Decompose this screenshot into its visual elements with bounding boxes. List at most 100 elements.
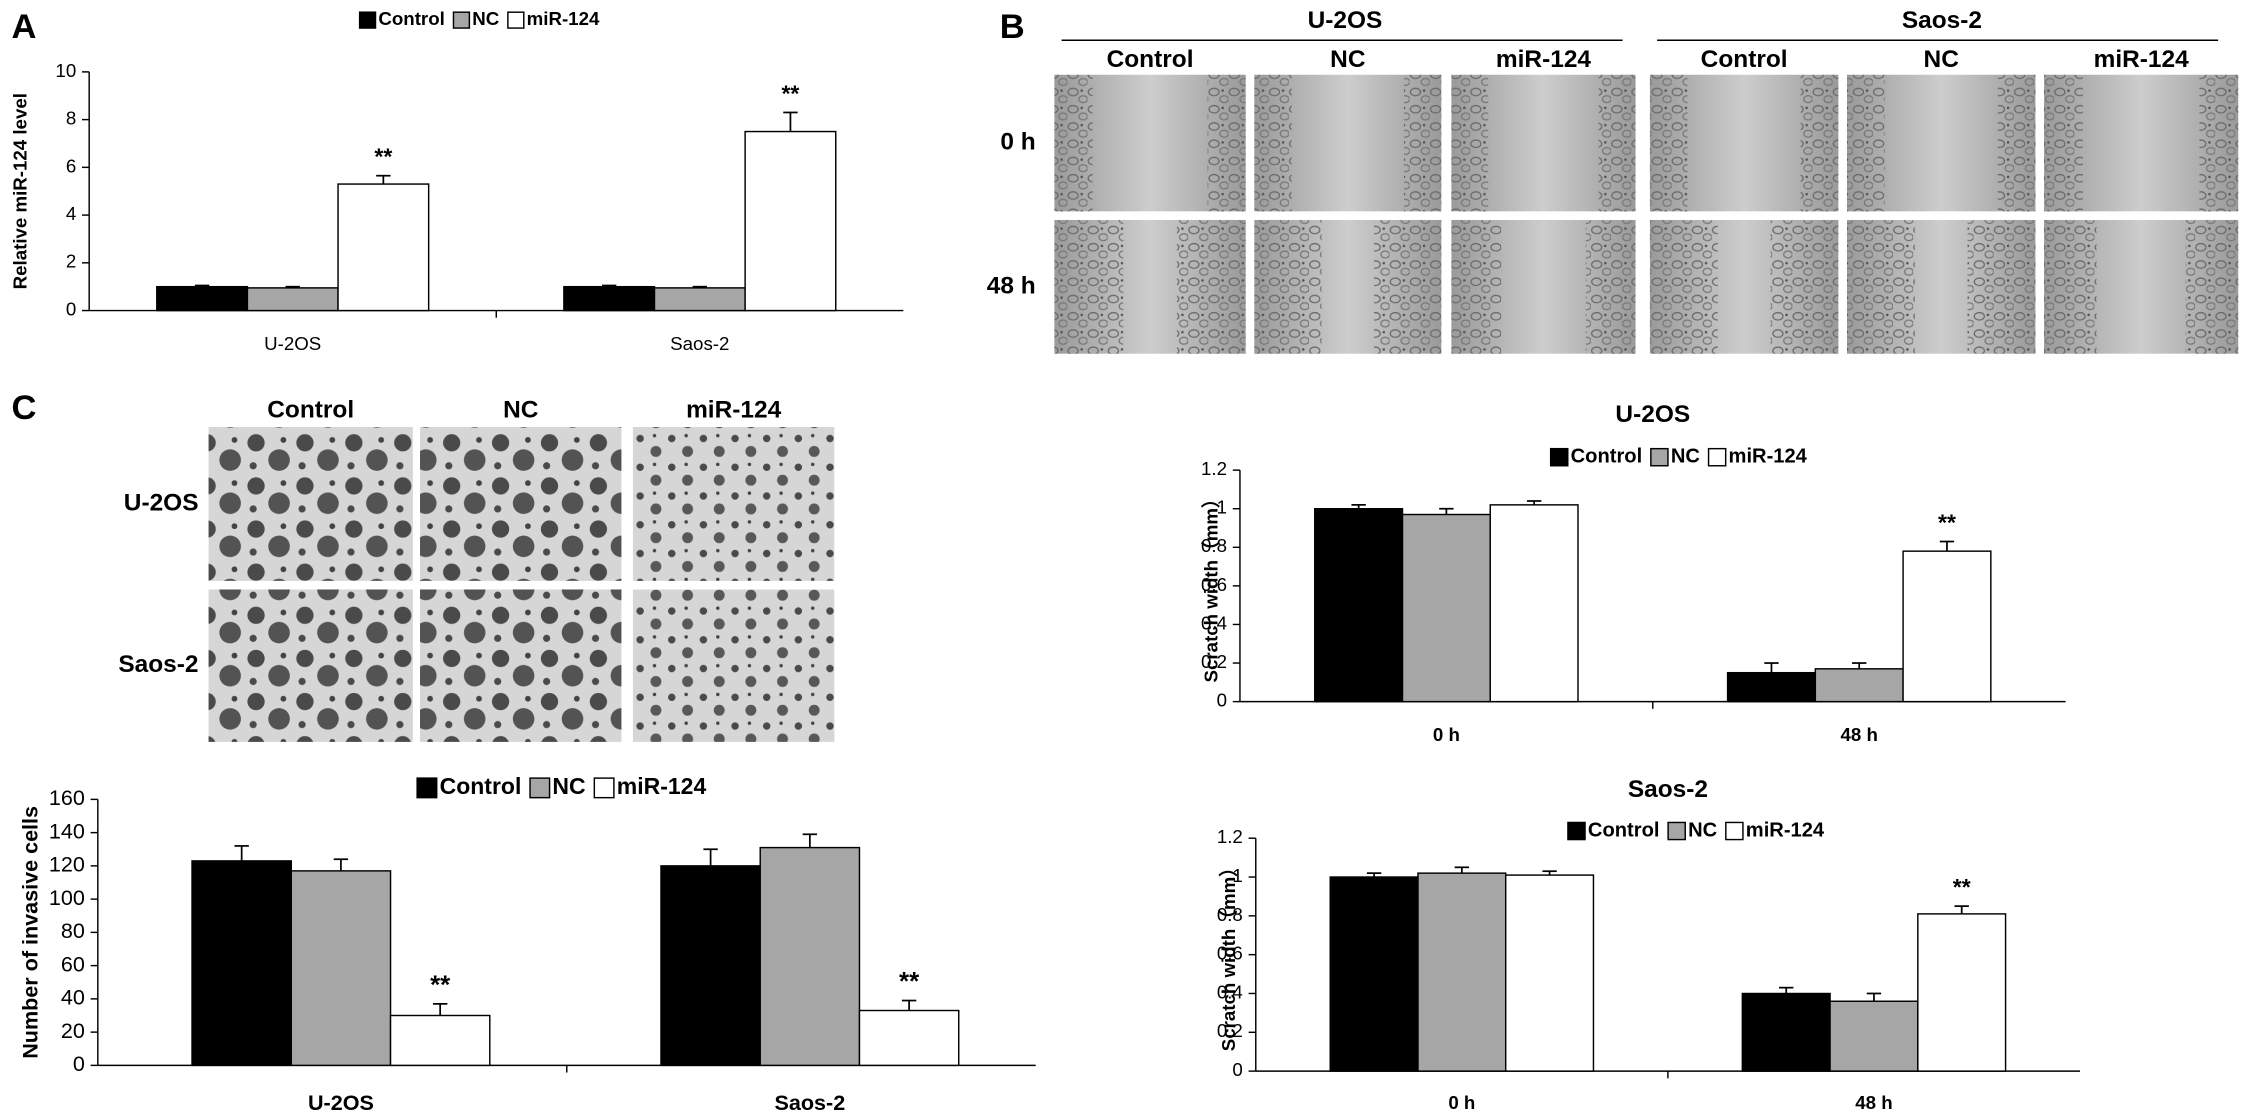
- y-tick-label: 40: [61, 985, 85, 1010]
- x-tick-label: 48 h: [1855, 1092, 1892, 1113]
- bar: [1314, 508, 1404, 703]
- column-label: miR-124: [686, 397, 782, 424]
- y-axis-label: Relative miR-124 level: [10, 93, 31, 289]
- column-label: miR-124: [2094, 46, 2190, 73]
- column-label: miR-124: [1496, 46, 1592, 73]
- cell-layer: [208, 589, 413, 742]
- y-tick-label: 0: [1217, 690, 1227, 711]
- cell-layer: [1585, 219, 1636, 354]
- bar: [744, 130, 837, 312]
- cell-layer: [1846, 219, 1915, 354]
- x-tick-label: U-2OS: [308, 1090, 374, 1115]
- cell-layer: [1649, 219, 1718, 354]
- bar: [1329, 876, 1419, 1072]
- y-tick-label: 0.4: [1201, 612, 1227, 633]
- significance: **: [781, 80, 799, 106]
- y-tick-label: 60: [61, 951, 85, 976]
- chart-title: U-2OS: [1615, 401, 1690, 428]
- bar: [1902, 550, 1992, 703]
- legend-swatch: [416, 777, 438, 799]
- cell-layer: [632, 427, 835, 581]
- y-tick-label: 100: [49, 885, 85, 910]
- bar: [563, 285, 656, 312]
- cell-layer: [1207, 74, 1246, 212]
- y-tick-label: 2: [66, 251, 76, 272]
- significance: **: [1953, 874, 1971, 900]
- y-tick-label: 1.2: [1217, 826, 1243, 847]
- group-header: U-2OS: [1308, 7, 1383, 34]
- y-tick-label: 0.2: [1217, 1020, 1243, 1041]
- cell-layer: [1054, 74, 1093, 212]
- legend-swatch: [1549, 447, 1569, 467]
- cell-layer: [2199, 74, 2239, 212]
- cell-layer: [1598, 74, 1636, 212]
- panel-label: A: [12, 8, 37, 46]
- y-tick-label: 0.6: [1217, 943, 1243, 964]
- column-label: NC: [1924, 46, 1959, 73]
- row-label: Saos-2: [118, 651, 198, 678]
- y-tick-label: 0: [73, 1051, 85, 1076]
- y-axis-label: Number of invasive cells: [17, 806, 42, 1059]
- y-tick-label: 140: [49, 818, 85, 843]
- bar: [1726, 671, 1817, 703]
- cell-layer: [1403, 74, 1442, 212]
- legend-swatch: [1650, 447, 1669, 467]
- legend-label: NC: [1671, 446, 1700, 468]
- column-label: Control: [1701, 46, 1788, 73]
- y-tick-label: 0: [66, 298, 76, 319]
- row-label: 48 h: [987, 272, 1036, 299]
- y-tick-label: 0.6: [1201, 574, 1227, 595]
- bar: [290, 870, 392, 1067]
- cell-layer: [1967, 219, 2036, 354]
- y-tick-label: 6: [66, 155, 76, 176]
- x-tick-label: Saos-2: [774, 1090, 845, 1115]
- y-tick-label: 0.8: [1217, 904, 1243, 925]
- cell-layer: [1254, 219, 1322, 354]
- cell-layer: [2044, 219, 2097, 354]
- y-axis-label: Scratch width（mm）: [1218, 858, 1239, 1051]
- cell-layer: [1451, 74, 1489, 212]
- y-tick-label: 160: [49, 785, 85, 810]
- y-tick-label: 10: [55, 60, 76, 81]
- column-label: NC: [503, 397, 538, 424]
- legend-swatch: [593, 777, 615, 799]
- cell-layer: [1176, 219, 1246, 354]
- bar: [1417, 872, 1507, 1072]
- legend-swatch: [358, 11, 377, 29]
- cell-layer: [1451, 219, 1502, 354]
- significance: **: [899, 968, 920, 996]
- bar: [1401, 513, 1491, 703]
- row-label: 0 h: [1000, 129, 1035, 156]
- column-label: Control: [267, 397, 354, 424]
- y-tick-label: 120: [49, 852, 85, 877]
- legend-label: Control: [1588, 819, 1660, 841]
- cell-layer: [1054, 219, 1124, 354]
- legend-label: miR-124: [1729, 446, 1808, 468]
- bar: [1829, 1000, 1919, 1072]
- y-tick-label: 4: [66, 203, 76, 224]
- significance: **: [430, 971, 451, 999]
- y-tick-label: 20: [61, 1018, 85, 1043]
- y-tick-label: 0: [1232, 1059, 1242, 1080]
- legend-label: NC: [472, 8, 499, 29]
- cell-layer: [1649, 74, 1688, 212]
- legend-label: miR-124: [527, 8, 600, 29]
- row-label: U-2OS: [124, 489, 199, 516]
- bar: [389, 1014, 491, 1067]
- cell-layer: [420, 427, 622, 581]
- y-tick-label: 0.4: [1217, 981, 1243, 1002]
- bar: [660, 865, 761, 1067]
- panel-label: B: [1000, 8, 1025, 46]
- x-tick-label: U-2OS: [264, 333, 321, 354]
- cell-layer: [2044, 74, 2083, 212]
- cell-layer: [1846, 74, 1885, 212]
- column-label: NC: [1330, 46, 1365, 73]
- legend-label: Control: [440, 773, 522, 799]
- legend-swatch: [1667, 821, 1686, 841]
- bar: [653, 287, 746, 312]
- x-tick-label: 0 h: [1448, 1092, 1475, 1113]
- cell-layer: [1254, 74, 1292, 212]
- legend-swatch: [1707, 447, 1727, 467]
- significance: **: [1938, 509, 1956, 535]
